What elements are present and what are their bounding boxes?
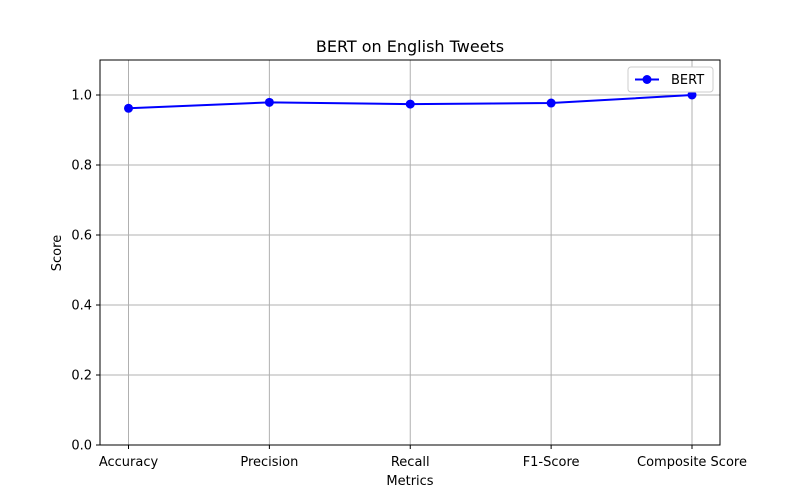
- x-axis-ticks: Accuracy Precision Recall F1-Score Composite…: [99, 445, 747, 470]
- legend-marker: [642, 75, 652, 84]
- data-point: [124, 103, 133, 113]
- data-point: [687, 90, 697, 100]
- y-tick-label: 0.2: [71, 369, 92, 384]
- grid-lines: [100, 60, 720, 446]
- legend-label-bert: BERT: [671, 73, 704, 88]
- x-tick-label: Recall: [391, 455, 430, 470]
- chart-title: BERT on English Tweets: [316, 37, 504, 56]
- y-tick-label: 0.8: [71, 159, 92, 174]
- series-layer: [124, 90, 697, 113]
- legend-box: [627, 66, 714, 93]
- x-tick-label: F1-Score: [523, 455, 580, 470]
- data-point: [546, 98, 556, 108]
- x-tick-label: Composite Score: [637, 455, 747, 470]
- legend: BERT: [627, 66, 714, 93]
- y-tick-label: 1.0: [71, 89, 92, 104]
- y-axis-ticks: 0.0 0.2 0.4 0.6 0.8 1.0: [71, 89, 100, 454]
- y-tick-label: 0.6: [71, 229, 92, 244]
- y-tick-label: 0.4: [71, 299, 92, 314]
- y-tick-label: 0.0: [71, 439, 92, 454]
- data-point: [264, 97, 274, 107]
- x-tick-label: Accuracy: [99, 455, 159, 470]
- y-axis-label: Score: [50, 235, 65, 271]
- x-axis-label: Metrics: [386, 474, 433, 489]
- x-tick-label: Precision: [240, 455, 298, 470]
- data-point: [405, 99, 415, 109]
